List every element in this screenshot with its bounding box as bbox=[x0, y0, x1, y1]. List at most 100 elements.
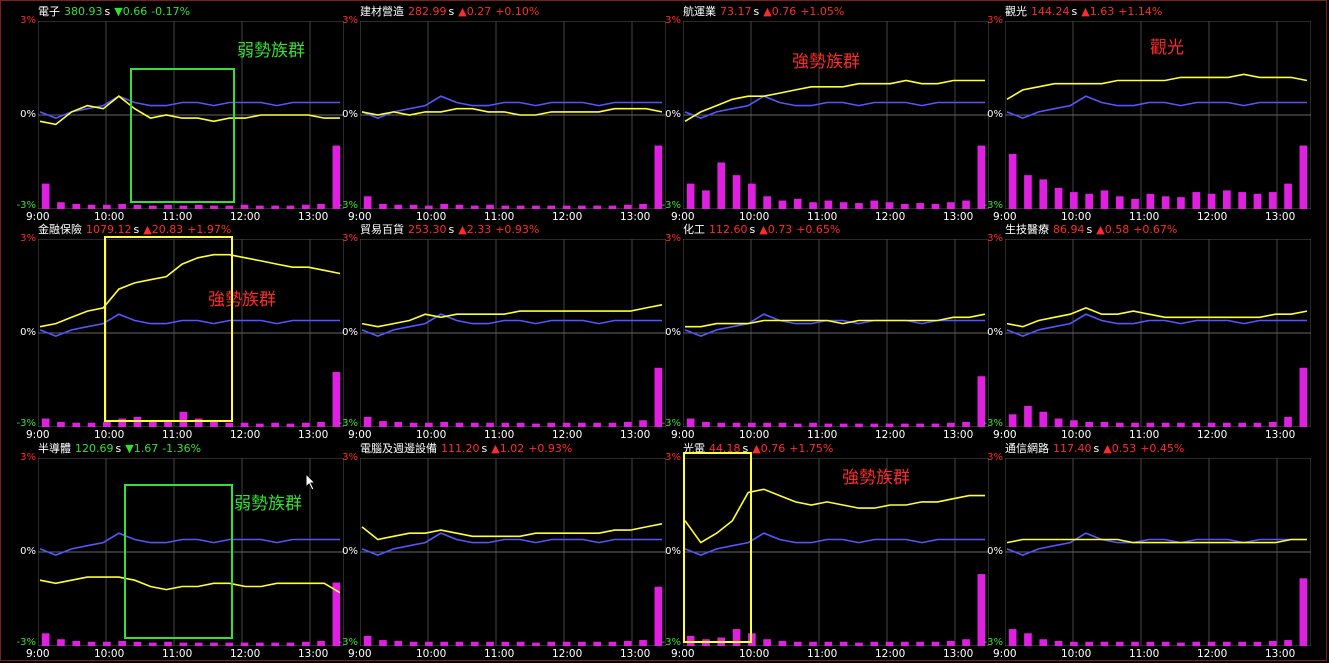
volume-bar bbox=[87, 422, 96, 427]
sector-change-pct: +0.93% bbox=[495, 223, 540, 236]
x-tick-label: 13:00 bbox=[943, 429, 974, 441]
x-tick-label: 10:00 bbox=[94, 429, 125, 441]
volume-bar bbox=[332, 145, 341, 209]
sector-change: ▲1.02 bbox=[491, 442, 525, 455]
x-tick-label: 13:00 bbox=[298, 429, 329, 441]
sector-change: ▲0.58 bbox=[1096, 223, 1130, 236]
volume-bar bbox=[686, 418, 695, 427]
sector-change: ▲1.63 bbox=[1081, 5, 1115, 18]
sector-index-unit: s bbox=[115, 442, 122, 455]
sector-name: 光電 bbox=[683, 442, 705, 455]
sector-header: 生技醫療 86.94 s ▲0.58 +0.67% bbox=[1005, 222, 1181, 238]
sector-change: ▲0.76 bbox=[763, 5, 797, 18]
volume-bar bbox=[608, 205, 617, 209]
sector-header: 觀光 144.24 s ▲1.63 +1.14% bbox=[1005, 4, 1166, 20]
volume-bar bbox=[148, 642, 157, 646]
x-tick-label: 11:00 bbox=[1129, 648, 1160, 660]
sector-index-unit: s bbox=[749, 223, 756, 236]
x-tick-label: 12:00 bbox=[1197, 648, 1228, 660]
sector-change-pct: +0.65% bbox=[796, 223, 841, 236]
sector-index-unit: s bbox=[1071, 5, 1078, 18]
sector-change-pct: +1.75% bbox=[789, 442, 834, 455]
volume-bar bbox=[732, 175, 741, 209]
volume-bar bbox=[332, 582, 341, 646]
annotation-strong-shipping: 強勢族群 bbox=[792, 52, 860, 72]
x-tick-label: 11:00 bbox=[807, 648, 838, 660]
sector-index-unit: s bbox=[742, 442, 749, 455]
sector-plot bbox=[38, 239, 344, 427]
y-axis-label: 0% bbox=[987, 546, 1003, 557]
volume-bar bbox=[1284, 416, 1292, 427]
volume-bar bbox=[916, 641, 924, 646]
x-tick-label: 10:00 bbox=[94, 211, 125, 223]
market-index-line bbox=[361, 532, 662, 556]
sector-header: 金融保險 1079.12 s ▲20.83 +1.97% bbox=[38, 222, 235, 238]
x-tick-label: 13:00 bbox=[298, 211, 329, 223]
volume-bar bbox=[1223, 641, 1231, 646]
sector-panel: 航運業 73.17 s ▲0.76 +1.05% 3% 0% -3% 9:00 10:00 11:0… bbox=[645, 4, 990, 223]
volume-bar bbox=[394, 640, 403, 646]
x-tick-label: 10:00 bbox=[739, 429, 770, 441]
volume-bar bbox=[1192, 641, 1201, 646]
x-tick-label: 11:00 bbox=[162, 648, 193, 660]
sector-index-value: 380.93 bbox=[64, 5, 103, 18]
volume-bar bbox=[763, 422, 771, 427]
volume-bar bbox=[455, 641, 464, 646]
volume-bar bbox=[686, 183, 695, 209]
x-tick-label: 10:00 bbox=[94, 648, 125, 660]
volume-bar bbox=[870, 641, 879, 646]
sector-index-unit: s bbox=[1093, 442, 1100, 455]
volume-bar bbox=[654, 367, 663, 427]
market-index-line bbox=[1006, 313, 1307, 337]
y-axis-label: 3% bbox=[20, 15, 36, 26]
sector-plot bbox=[1005, 239, 1311, 427]
annotation-strong-optoelectronics: 強勢族群 bbox=[842, 468, 910, 488]
volume-bar bbox=[72, 640, 81, 646]
volume-bar bbox=[946, 422, 955, 427]
volume-bar bbox=[256, 642, 264, 646]
x-tick-label: 13:00 bbox=[620, 429, 651, 441]
volume-bar bbox=[855, 203, 863, 209]
volume-bar bbox=[962, 200, 970, 209]
x-tick-label: 10:00 bbox=[739, 211, 770, 223]
volume-bar bbox=[148, 205, 157, 209]
volume-bar bbox=[1024, 405, 1032, 427]
sector-plot bbox=[38, 458, 344, 646]
x-tick-label: 13:00 bbox=[943, 648, 974, 660]
y-axis-label: 0% bbox=[987, 327, 1003, 338]
volume-bar bbox=[118, 203, 126, 209]
y-axis-label: 3% bbox=[20, 233, 36, 244]
sector-plot bbox=[1005, 458, 1311, 646]
y-axis-label: -3% bbox=[661, 418, 681, 429]
x-tick-label: 9:00 bbox=[993, 648, 1017, 660]
volume-bar bbox=[1284, 640, 1292, 646]
volume-bar bbox=[1177, 197, 1185, 209]
sector-plot bbox=[683, 458, 989, 646]
x-tick-label: 13:00 bbox=[620, 648, 651, 660]
volume-bar bbox=[1268, 640, 1277, 646]
volume-bar bbox=[916, 423, 924, 427]
volume-bar bbox=[179, 411, 188, 427]
volume-bar bbox=[532, 423, 540, 427]
x-tick-label: 11:00 bbox=[162, 429, 193, 441]
sector-index-line bbox=[361, 304, 663, 328]
volume-bar bbox=[1100, 190, 1109, 209]
y-axis-label: 0% bbox=[342, 327, 358, 338]
y-axis-label: 0% bbox=[20, 327, 36, 338]
volume-bar bbox=[1177, 642, 1185, 646]
y-axis-label: 3% bbox=[20, 452, 36, 463]
y-axis-label: 0% bbox=[665, 327, 681, 338]
volume-bar bbox=[1085, 641, 1093, 646]
volume-bar bbox=[332, 372, 341, 427]
highlight-box-semiconductor bbox=[124, 484, 233, 639]
y-axis-label: -3% bbox=[983, 637, 1003, 648]
sector-index-value: 144.24 bbox=[1031, 5, 1070, 18]
volume-bar bbox=[1207, 422, 1216, 427]
volume-bar bbox=[778, 200, 787, 209]
volume-bar bbox=[1146, 193, 1155, 209]
sector-header: 電子 380.93 s ▼0.66 -0.17% bbox=[38, 4, 194, 20]
volume-bar bbox=[516, 641, 525, 646]
volume-bar bbox=[778, 422, 787, 427]
volume-bar bbox=[532, 205, 540, 209]
